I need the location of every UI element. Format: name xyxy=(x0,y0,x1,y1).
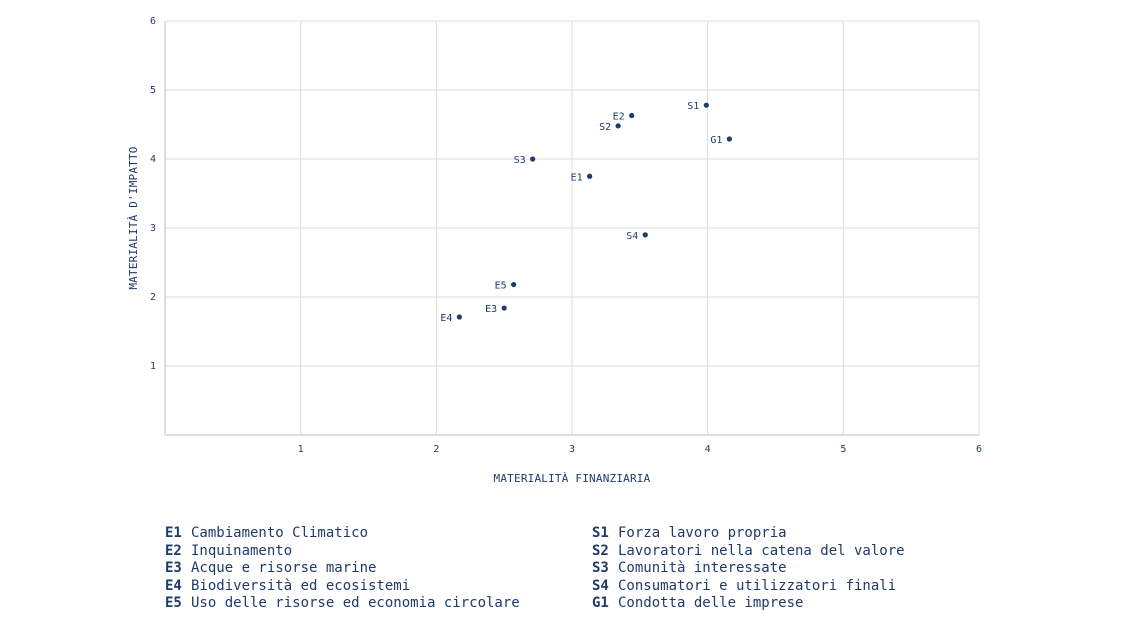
point-label-s1: S1 xyxy=(687,101,699,112)
legend-item: S1 Forza lavoro propria xyxy=(592,525,905,543)
legend-text: Acque e risorse marine xyxy=(191,560,377,576)
y-tick-label: 6 xyxy=(150,16,156,27)
legend-code: E4 xyxy=(165,577,182,594)
legend-code: G1 xyxy=(592,595,609,611)
x-tick-label: 5 xyxy=(840,444,846,455)
data-point-s1 xyxy=(703,102,709,108)
point-label-s4: S4 xyxy=(626,231,638,242)
legend-code: S2 xyxy=(592,542,609,559)
legend-text: Forza lavoro propria xyxy=(618,525,787,541)
x-tick-label: 4 xyxy=(705,444,711,455)
data-point-s3 xyxy=(530,156,536,162)
point-label-e5: E5 xyxy=(495,281,507,292)
legend-text: Comunità interessate xyxy=(618,560,787,576)
legend-item: E4 Biodiversità ed ecosistemi xyxy=(165,578,520,596)
point-label-e4: E4 xyxy=(440,313,452,324)
legend-item: S2 Lavoratori nella catena del valore xyxy=(592,543,905,561)
x-tick-label: 3 xyxy=(569,444,575,455)
data-point-s2 xyxy=(615,123,621,129)
point-label-s2: S2 xyxy=(599,122,611,133)
legend-item: S4 Consumatori e utilizzatori finali xyxy=(592,578,905,596)
y-tick-label: 5 xyxy=(150,85,156,96)
y-tick-label: 4 xyxy=(150,154,156,165)
point-label-s3: S3 xyxy=(514,155,526,166)
y-tick-label: 3 xyxy=(150,223,156,234)
legend-code: E5 xyxy=(165,595,182,611)
legend-text: Consumatori e utilizzatori finali xyxy=(618,577,897,594)
legend-social-governance: S1 Forza lavoro propria S2 Lavoratori nell… xyxy=(592,525,905,613)
legend-code: E1 xyxy=(165,525,182,541)
legend-text: Condotta delle imprese xyxy=(618,595,804,611)
legend-text: Lavoratori nella catena del valore xyxy=(618,542,905,559)
data-point-s4 xyxy=(642,232,648,238)
legend-text: Inquinamento xyxy=(191,542,293,559)
data-point-e3 xyxy=(501,305,507,311)
legend-code: E3 xyxy=(165,560,182,576)
y-tick-label: 2 xyxy=(150,292,156,303)
legend-item: S3 Comunità interessate xyxy=(592,560,905,578)
y-tick-label: 1 xyxy=(150,361,156,372)
y-axis-label: MATERIALITÀ D'IMPATTO xyxy=(127,146,140,289)
point-label-g1: G1 xyxy=(710,135,722,146)
data-point-e2 xyxy=(629,112,635,119)
legend-item: E1 Cambiamento Climatico xyxy=(165,525,520,543)
legend-code: S3 xyxy=(592,560,609,576)
data-point-e1 xyxy=(587,173,593,179)
tick-labels: 1 2 3 4 5 6 1 2 3 4 5 6 xyxy=(150,16,982,455)
x-tick-label: 2 xyxy=(433,444,439,455)
legend-text: Cambiamento Climatico xyxy=(191,525,369,541)
point-label-e3: E3 xyxy=(485,304,497,315)
point-label-e1: E1 xyxy=(571,172,583,183)
legend-code: E2 xyxy=(165,542,182,559)
grid xyxy=(164,20,980,436)
legend-item: E2 Inquinamento xyxy=(165,543,520,561)
legend-item: G1 Condotta delle imprese xyxy=(592,595,905,613)
legend-environmental: E1 Cambiamento Climatico E2 Inquinamento E… xyxy=(165,525,520,613)
legend-item: E3 Acque e risorse marine xyxy=(165,560,520,578)
legend-code: S1 xyxy=(592,525,609,541)
data-point-g1 xyxy=(726,136,732,142)
legend-code: S4 xyxy=(592,577,609,594)
x-tick-label: 1 xyxy=(298,444,304,455)
point-label-e2: E2 xyxy=(613,112,625,123)
x-axis-label: MATERIALITÀ FINANZIARIA xyxy=(494,472,651,485)
legend-item: E5 Uso delle risorse ed economia circolar… xyxy=(165,595,520,613)
legend-text: Biodiversità ed ecosistemi xyxy=(191,577,411,594)
x-tick-label: 6 xyxy=(976,444,982,455)
legend-text: Uso delle risorse ed economia circolare xyxy=(191,595,520,611)
data-point-e4 xyxy=(456,314,462,320)
data-point-e5 xyxy=(511,281,517,288)
